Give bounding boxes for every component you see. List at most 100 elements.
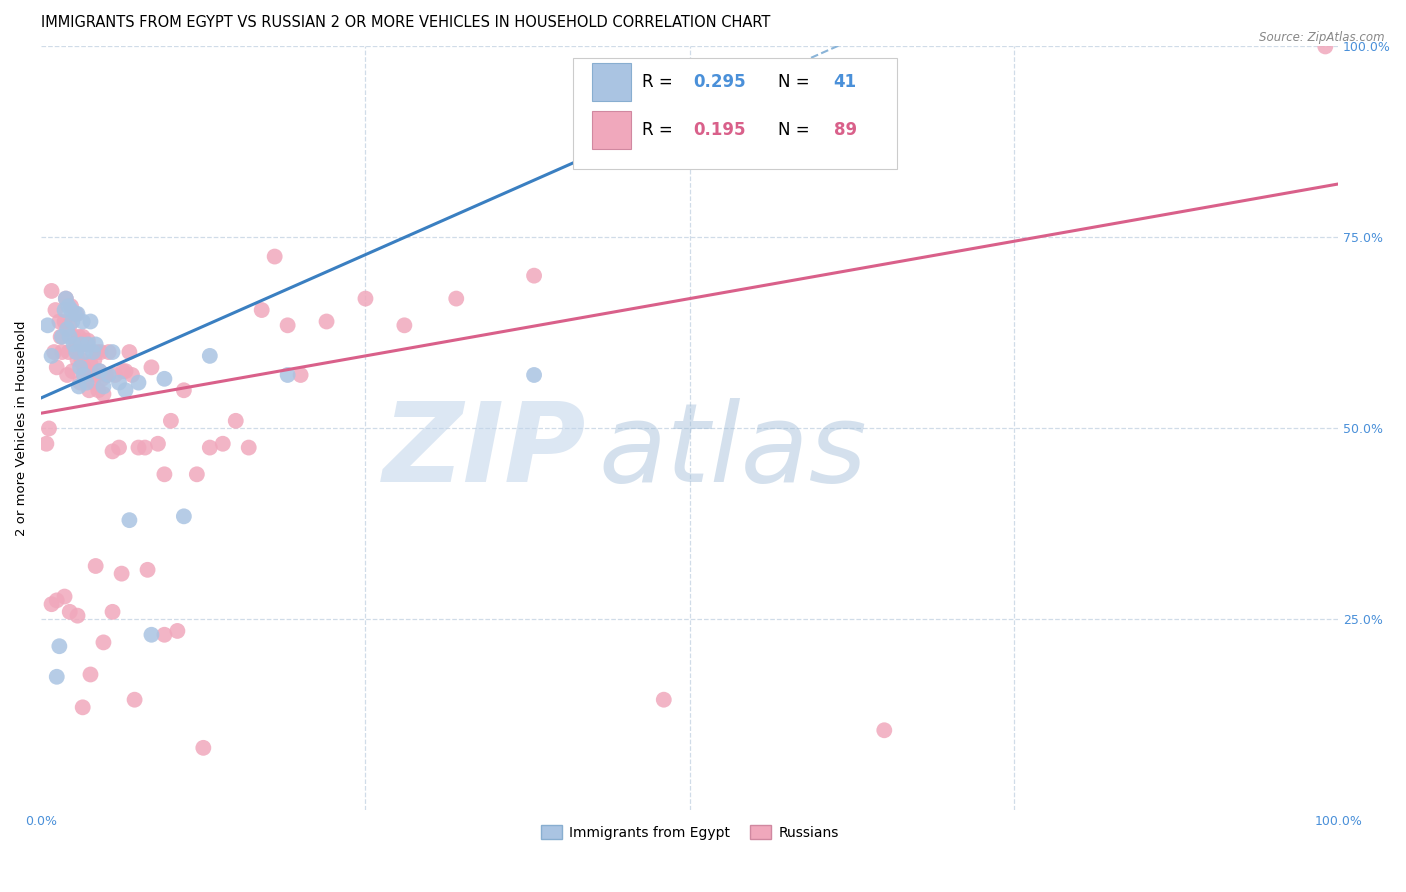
Point [49,330,72,344]
Point [238,441,260,455]
Point [166,624,188,638]
Text: 0.295: 0.295 [693,73,747,91]
Point [198,349,221,363]
Point [72,314,94,328]
Point [89,364,111,378]
Point [153,628,176,642]
Point [127,441,149,455]
Point [86,345,108,359]
Y-axis label: 2 or more Vehicles in Household: 2 or more Vehicles in Household [15,321,28,536]
Point [45,593,67,607]
Point [51,345,73,359]
Text: atlas: atlas [599,398,868,505]
Point [58,299,80,313]
Point [55,292,77,306]
Point [69,376,91,390]
Point [290,368,312,382]
Point [198,441,221,455]
Point [84,337,107,351]
Point [141,628,163,642]
Point [65,307,87,321]
Point [124,692,146,706]
FancyBboxPatch shape [592,62,631,101]
Point [67,379,90,393]
Point [153,467,176,482]
Point [153,372,176,386]
Point [89,364,111,378]
Point [62,330,84,344]
Point [873,723,896,738]
Point [70,352,93,367]
Point [45,360,67,375]
Point [70,337,93,351]
Point [101,605,124,619]
Point [79,357,101,371]
Point [93,379,115,393]
Point [55,292,77,306]
Point [38,421,60,435]
Point [118,345,141,359]
Point [277,368,299,382]
Text: Source: ZipAtlas.com: Source: ZipAtlas.com [1260,31,1385,45]
Point [41,284,63,298]
Point [114,364,136,378]
Text: R =: R = [641,73,678,91]
Point [63,307,86,321]
Point [37,318,59,333]
Point [108,376,131,390]
Point [48,639,70,653]
Point [101,345,124,359]
FancyBboxPatch shape [592,112,631,149]
Point [59,330,82,344]
Point [97,368,120,382]
Point [76,376,98,390]
Point [82,376,104,390]
Point [121,368,143,382]
Point [56,368,79,382]
Point [73,368,96,382]
Point [66,608,89,623]
Point [91,372,114,386]
Point [56,322,79,336]
Point [93,387,115,401]
Point [186,467,208,482]
Point [63,341,86,355]
Text: 41: 41 [834,73,856,91]
Point [60,364,83,378]
Point [77,334,100,348]
Point [65,345,87,359]
Point [60,303,83,318]
Point [173,384,195,398]
Point [225,414,247,428]
Point [82,345,104,359]
Point [136,563,159,577]
Point [79,314,101,328]
Point [60,299,83,313]
Text: 89: 89 [834,121,856,139]
Point [79,667,101,681]
Point [67,330,90,344]
Point [146,436,169,450]
Point [141,360,163,375]
Point [72,330,94,344]
Point [75,345,97,359]
Point [53,590,76,604]
Point [114,384,136,398]
Point [101,444,124,458]
Point [41,597,63,611]
Point [652,692,675,706]
Point [44,303,66,318]
Point [75,337,97,351]
Text: IMMIGRANTS FROM EGYPT VS RUSSIAN 2 OR MORE VEHICLES IN HOUSEHOLD CORRELATION CHA: IMMIGRANTS FROM EGYPT VS RUSSIAN 2 OR MO… [41,15,770,30]
Point [66,352,89,367]
Point [250,303,273,318]
Point [263,250,285,264]
Point [97,345,120,359]
Point [73,360,96,375]
Point [66,307,89,321]
Point [394,318,416,333]
Point [354,292,377,306]
Point [87,384,110,398]
Point [77,337,100,351]
Point [93,635,115,649]
